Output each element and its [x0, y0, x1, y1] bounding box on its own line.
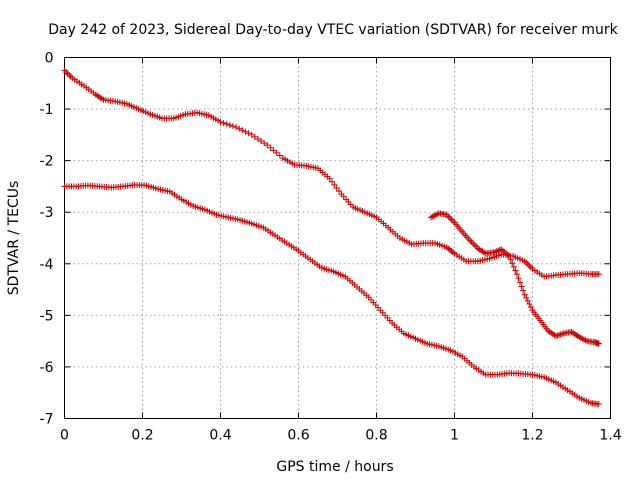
data-point	[524, 261, 531, 268]
data-point	[273, 149, 280, 156]
data-point	[557, 331, 564, 338]
data-point	[333, 184, 340, 191]
data-point	[595, 271, 602, 278]
data-point	[526, 262, 533, 269]
data-point	[217, 118, 224, 125]
x-tick-label: 0.2	[131, 428, 153, 444]
data-point	[61, 67, 68, 74]
data-point	[506, 253, 513, 260]
data-point	[510, 263, 517, 270]
data-point	[245, 130, 252, 137]
plot-area	[61, 67, 602, 408]
data-point	[507, 256, 514, 263]
data-point	[513, 271, 520, 278]
y-tick-label: 0	[45, 51, 54, 67]
data-point	[595, 401, 602, 408]
y-tick-label: -5	[40, 308, 54, 324]
data-point	[331, 181, 338, 188]
y-tick-label: -6	[40, 360, 54, 376]
data-point	[523, 294, 530, 301]
data-point	[242, 128, 249, 135]
x-tick-label: 0.6	[287, 428, 309, 444]
data-point	[521, 291, 528, 298]
data-point	[527, 264, 534, 271]
data-point	[67, 73, 74, 80]
data-point	[559, 330, 566, 337]
x-tick-label: 0.4	[209, 428, 231, 444]
data-point	[251, 133, 258, 140]
y-tick-label: -3	[40, 205, 54, 221]
x-tick-label: 1	[450, 428, 459, 444]
data-point	[336, 188, 343, 195]
y-tick-label: -1	[40, 102, 54, 118]
x-tick-label: 1.4	[599, 428, 621, 444]
data-point	[233, 124, 240, 131]
data-point	[226, 122, 233, 129]
x-tick-label: 1.2	[521, 428, 543, 444]
data-point	[518, 283, 525, 290]
data-point	[267, 144, 274, 151]
data-point	[527, 304, 534, 311]
x-tick-label: 0.8	[365, 428, 387, 444]
data-point	[220, 119, 227, 126]
data-point	[264, 142, 271, 149]
data-point	[520, 287, 527, 294]
data-point	[248, 131, 255, 138]
data-point	[515, 275, 522, 282]
data-point	[64, 70, 71, 77]
y-axis-label: SDTVAR / TECUs	[6, 181, 22, 296]
data-point	[223, 121, 230, 128]
data-point	[499, 247, 506, 254]
data-point	[517, 279, 524, 286]
chart-title: Day 242 of 2023, Sidereal Day-to-day VTE…	[48, 22, 618, 38]
data-point	[276, 152, 283, 159]
data-point	[509, 260, 516, 267]
data-point	[254, 135, 261, 142]
data-point	[329, 178, 336, 185]
plot-frame	[64, 57, 611, 419]
data-point	[556, 331, 563, 338]
data-point	[446, 214, 453, 221]
data-point	[470, 240, 477, 247]
data-point	[229, 123, 236, 130]
data-point	[448, 216, 455, 223]
data-point	[468, 239, 475, 246]
y-tick-label: -2	[40, 154, 54, 170]
x-tick-label: 0	[60, 428, 69, 444]
data-point	[270, 147, 277, 154]
data-point	[66, 72, 73, 79]
data-point	[449, 217, 456, 224]
data-point	[595, 340, 602, 347]
data-point	[471, 242, 478, 249]
data-point	[526, 301, 533, 308]
data-point	[443, 211, 450, 218]
data-point	[524, 297, 531, 304]
series-3	[428, 210, 602, 347]
data-point	[258, 138, 265, 145]
series-1	[61, 67, 602, 280]
y-tick-label: -7	[40, 412, 54, 428]
data-point	[554, 332, 561, 339]
y-tick-label: -4	[40, 257, 54, 273]
data-point	[261, 140, 268, 147]
data-point	[504, 251, 511, 258]
series-2	[61, 181, 602, 408]
data-point	[236, 125, 243, 132]
data-point	[63, 68, 70, 75]
data-point	[239, 127, 246, 134]
grid	[64, 57, 611, 419]
axis-ticks: 0 0.2 0.4 0.6 0.8 1 1.2 1.4 0 -1 -2 -3 -4 -5 -6 -7	[40, 51, 622, 444]
data-point	[326, 175, 333, 182]
data-point	[512, 267, 519, 274]
x-axis-label: GPS time / hours	[276, 459, 393, 475]
